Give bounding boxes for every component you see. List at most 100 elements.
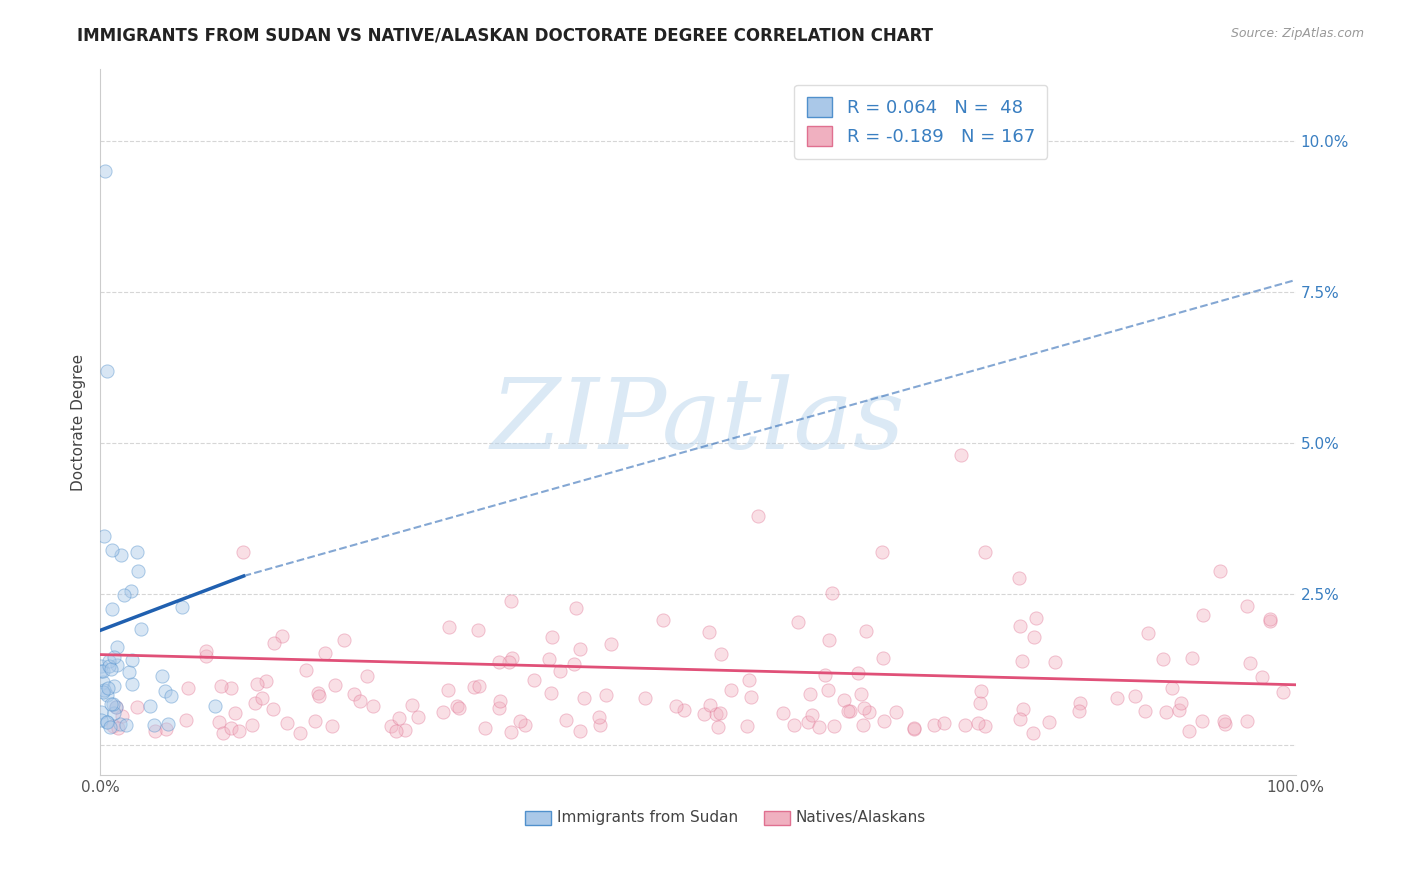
Point [1008,619,1031,633]
Point [488,700,510,714]
Point [873,714,896,728]
Point [108,717,131,731]
Point [720,682,742,697]
Point [240,718,263,732]
Point [468,679,491,693]
Point [903,722,925,736]
Point [115,718,138,732]
Point [1043,655,1066,669]
Point [112,588,135,602]
Point [91,684,114,698]
Point [855,624,877,639]
Point [103,649,125,664]
Point [513,718,536,732]
Point [263,636,285,650]
Point [588,718,610,732]
Point [408,710,430,724]
Point [100,662,122,676]
Point [569,641,592,656]
Point [107,658,129,673]
Point [872,651,894,665]
Point [970,683,993,698]
Point [388,711,411,725]
Point [467,623,489,637]
Point [796,714,818,729]
Point [96,714,118,729]
Point [692,707,714,722]
Point [966,716,988,731]
Point [498,655,520,669]
Point [121,653,143,667]
Point [194,643,217,657]
Point [1010,712,1032,726]
Point [262,702,284,716]
Point [554,713,576,727]
Point [1038,714,1060,729]
Point [934,715,956,730]
Point [572,690,595,705]
Point [221,721,243,735]
Point [463,681,485,695]
Point [446,698,468,713]
Point [96,715,118,730]
Point [817,682,839,697]
Point [101,697,124,711]
Point [1069,696,1091,710]
Point [295,663,318,677]
Point [509,714,531,728]
Point [103,679,125,693]
Point [111,709,134,723]
Point [832,693,855,707]
Point [565,601,588,615]
Point [537,651,560,665]
Point [837,705,859,719]
Point [772,706,794,720]
Point [194,649,217,664]
Point [177,681,200,695]
Point [90,713,112,727]
Point [706,721,728,735]
Point [969,696,991,710]
Point [100,697,122,711]
Text: IMMIGRANTS FROM SUDAN VS NATIVE/ALASKAN DOCTORATE DEGREE CORRELATION CHART: IMMIGRANTS FROM SUDAN VS NATIVE/ALASKAN … [77,27,934,45]
FancyBboxPatch shape [524,811,551,825]
Point [1024,630,1046,644]
Point [270,629,292,643]
Point [740,690,762,704]
Point [499,725,522,739]
Point [228,723,250,738]
Point [101,543,124,558]
Point [93,529,115,543]
Point [91,675,114,690]
Point [276,716,298,731]
Point [155,722,177,736]
Point [1178,724,1201,739]
Point [101,602,124,616]
Point [308,686,330,700]
Point [224,706,246,721]
Point [699,698,721,712]
Point [90,664,112,678]
Point [1067,704,1090,718]
Point [1271,685,1294,699]
Point [474,721,496,735]
Point [1236,599,1258,613]
Point [333,633,356,648]
Point [104,700,127,714]
Point [1258,614,1281,628]
Point [243,696,266,710]
Point [523,673,546,687]
Point [97,658,120,673]
Point [1209,564,1232,578]
Point [814,668,837,682]
Point [1180,651,1202,665]
Point [153,684,176,698]
Point [143,718,166,732]
Point [501,594,523,608]
Point [127,564,149,578]
FancyBboxPatch shape [763,811,790,825]
Point [1239,656,1261,670]
Point [737,673,759,687]
Point [380,718,402,732]
Point [697,625,720,640]
